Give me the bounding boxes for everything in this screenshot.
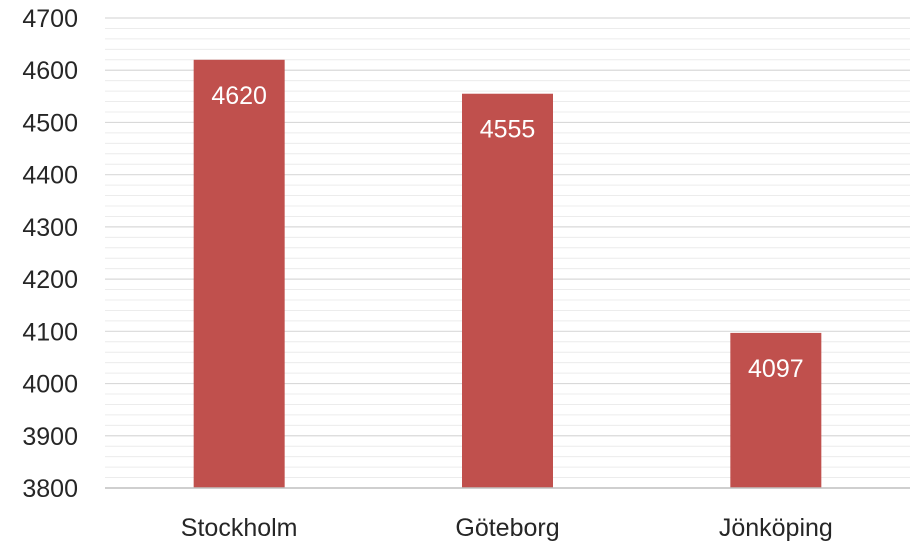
x-tick-label: Göteborg bbox=[455, 514, 559, 542]
bar bbox=[462, 93, 553, 488]
y-tick-label: 4500 bbox=[22, 109, 78, 137]
x-axis-category-labels: Stockholm Göteborg Jönköping bbox=[181, 514, 833, 542]
y-tick-label: 4200 bbox=[22, 266, 78, 294]
data-label: 4620 bbox=[211, 82, 267, 110]
y-tick-label: 4100 bbox=[22, 318, 78, 346]
bar bbox=[193, 59, 285, 489]
y-tick-label: 4700 bbox=[22, 5, 78, 33]
data-labels: 4620 4555 4097 bbox=[211, 82, 803, 383]
y-tick-label: 4300 bbox=[22, 214, 78, 242]
data-label: 4097 bbox=[748, 355, 804, 383]
y-tick-label: 4600 bbox=[22, 57, 78, 85]
x-tick-label: Jönköping bbox=[719, 514, 833, 542]
y-tick-label: 3800 bbox=[22, 475, 78, 503]
data-label: 4555 bbox=[480, 116, 536, 144]
y-tick-label: 4000 bbox=[22, 371, 78, 399]
y-tick-label: 4400 bbox=[22, 162, 78, 190]
y-axis-tick-labels: 3800 3900 4000 4100 4200 4300 4400 4500 4600 4700 bbox=[22, 5, 78, 503]
bar bbox=[730, 332, 822, 488]
y-tick-label: 3900 bbox=[22, 423, 78, 451]
bars bbox=[193, 59, 822, 489]
x-tick-label: Stockholm bbox=[181, 514, 298, 542]
